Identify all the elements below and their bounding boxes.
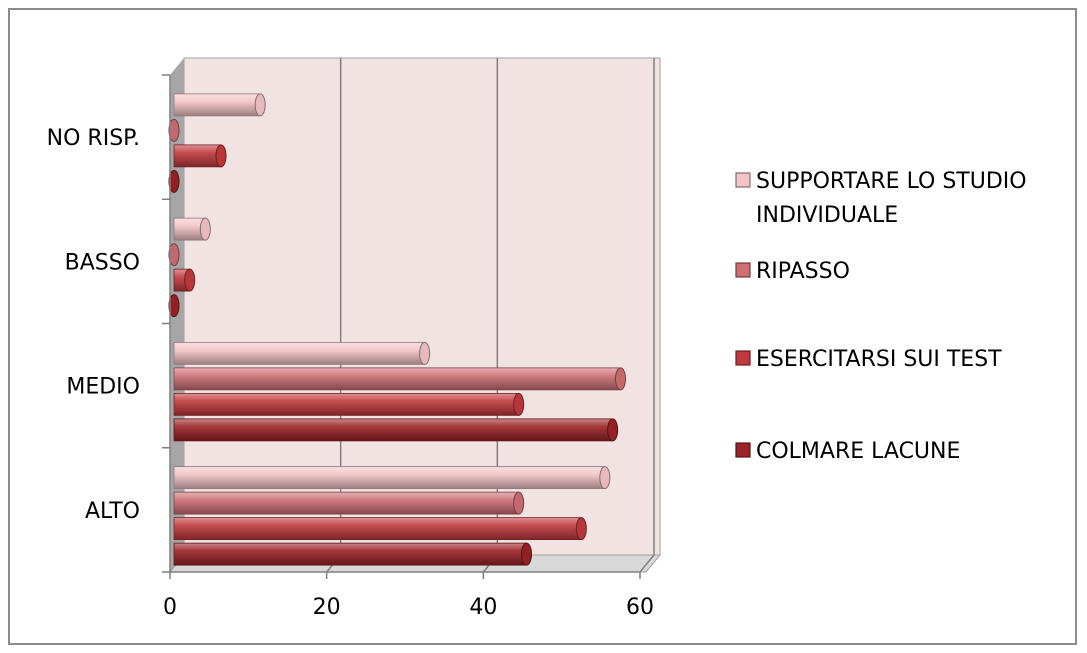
legend-swatch: [735, 442, 751, 458]
bar: [173, 466, 611, 490]
category-label: NO RISP.: [47, 126, 140, 151]
bar-body: [173, 466, 606, 490]
bar: [173, 144, 227, 168]
bar: [173, 392, 525, 416]
bar: [168, 169, 180, 193]
x-tick-label: 60: [626, 595, 654, 620]
legend: SUPPORTARE LO STUDIO INDIVIDUALE RIPASSO ES…: [735, 169, 1027, 464]
bar-body: [173, 367, 621, 391]
bar: [173, 341, 431, 365]
bar-cap: [254, 93, 266, 117]
bar-body: [173, 418, 614, 442]
axes: 0 20 40 60 ALTO MEDIO BASSO NO RISP.: [47, 74, 654, 620]
bar: [173, 542, 532, 566]
legend-swatch: [735, 172, 751, 188]
category-label: BASSO: [65, 250, 140, 275]
bar-body: [173, 491, 520, 515]
bar: [173, 491, 525, 515]
legend-label: ESERCITARSI SUI TEST: [756, 347, 1002, 372]
bar-cap: [168, 169, 180, 193]
category-label: ALTO: [85, 499, 140, 524]
legend-item: COLMARE LACUNE: [735, 439, 960, 464]
bar-body: [173, 392, 520, 416]
bar-body: [173, 144, 222, 168]
legend-item: ESERCITARSI SUI TEST: [735, 347, 1002, 372]
bars: [168, 93, 626, 566]
bar: [173, 93, 266, 117]
legend-label: INDIVIDUALE: [756, 203, 898, 228]
bar: [173, 517, 587, 541]
bar: [168, 294, 180, 318]
bar: [173, 268, 196, 292]
bar-cap: [615, 367, 626, 391]
bar: [173, 217, 211, 241]
bar: [173, 367, 626, 391]
bar-cap: [184, 268, 196, 292]
bar-cap: [513, 491, 525, 515]
gridline-floor: [639, 554, 655, 573]
bar-cap: [513, 392, 525, 416]
legend-item: RIPASSO: [735, 259, 850, 284]
bar-body: [173, 517, 582, 541]
bar-cap: [599, 466, 611, 490]
bar-cap: [168, 294, 180, 318]
legend-label: RIPASSO: [756, 259, 850, 284]
x-tick-label: 40: [469, 595, 497, 620]
bar-cap: [168, 243, 180, 267]
legend-swatch: [735, 262, 751, 278]
bar-cap: [215, 144, 227, 168]
legend-item: SUPPORTARE LO STUDIO INDIVIDUALE: [735, 169, 1027, 228]
bar: [173, 418, 619, 442]
legend-swatch: [735, 350, 751, 366]
bar-cap: [521, 542, 532, 566]
bar-cap: [419, 341, 431, 365]
bar-cap: [575, 517, 587, 541]
category-label: MEDIO: [66, 375, 140, 400]
legend-label: SUPPORTARE LO STUDIO: [756, 169, 1027, 194]
legend-label: COLMARE LACUNE: [756, 439, 960, 464]
bar: [168, 243, 180, 267]
bar-cap: [607, 418, 619, 442]
bar-body: [173, 341, 426, 365]
x-tick-label: 20: [313, 595, 341, 620]
bar-body: [173, 93, 261, 117]
bar: [168, 118, 180, 142]
bar-body: [173, 542, 527, 566]
bar-cap: [168, 118, 180, 142]
x-tick-label: 0: [163, 595, 177, 620]
bar-cap: [199, 217, 211, 241]
